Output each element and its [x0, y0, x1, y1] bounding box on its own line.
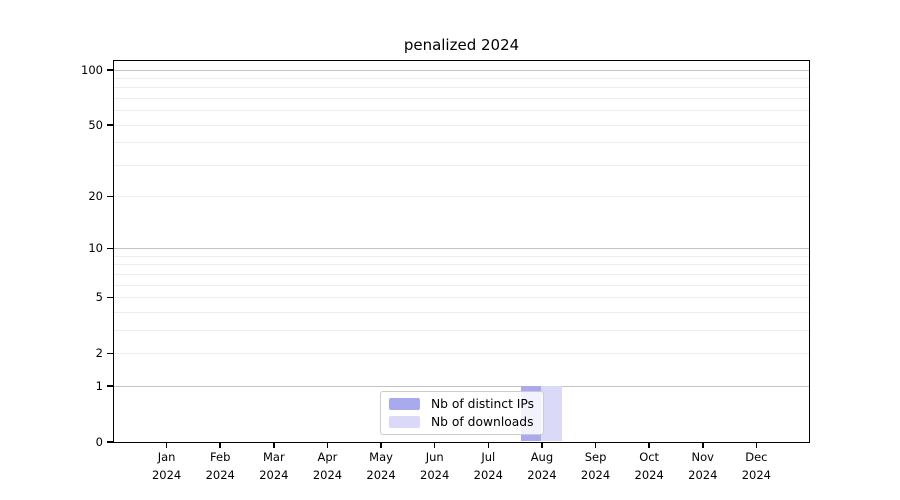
y-tick-mark: [107, 69, 113, 71]
x-tick-mark: [487, 443, 490, 448]
x-tick-label: Oct 2024: [634, 450, 664, 483]
y-minor-gridline: [114, 352, 809, 354]
y-minor-gridline: [114, 273, 809, 275]
y-tick-mark: [107, 385, 113, 387]
y-tick-label: 1: [95, 378, 103, 393]
legend-label-distinct-ips: Nb of distinct IPs: [430, 397, 535, 411]
x-tick-mark: [648, 443, 650, 448]
y-minor-gridline: [114, 264, 809, 266]
y-tick-label: 10: [88, 241, 103, 256]
x-tick-label: Jul 2024: [473, 450, 503, 483]
y-minor-gridline: [114, 311, 809, 313]
x-tick-mark: [219, 443, 221, 448]
y-tick-mark: [107, 352, 113, 355]
x-tick-label: Mar 2024: [259, 450, 289, 483]
legend: Nb of distinct IPs Nb of downloads: [379, 391, 545, 435]
x-tick-label: Feb 2024: [205, 450, 235, 483]
x-tick-label: Nov 2024: [688, 450, 718, 483]
y-minor-gridline: [114, 329, 809, 331]
x-tick-mark: [326, 443, 329, 448]
y-tick-label: 2: [95, 345, 103, 360]
x-tick-label: Jun 2024: [420, 450, 450, 483]
y-minor-gridline: [114, 164, 809, 166]
x-tick-mark: [165, 443, 168, 448]
x-tick-mark: [541, 443, 543, 448]
y-minor-gridline: [114, 297, 809, 299]
chart-title: penalized 2024: [403, 36, 520, 54]
x-tick-mark: [594, 443, 597, 448]
y-tick-mark: [107, 195, 113, 198]
x-tick-label: Sep 2024: [580, 450, 611, 483]
y-minor-gridline: [114, 142, 809, 144]
y-major-gridline: [114, 69, 809, 71]
y-tick-label: 50: [88, 117, 103, 132]
plot-area: [113, 60, 810, 443]
y-minor-gridline: [114, 87, 809, 89]
y-tick-label: 20: [88, 189, 103, 204]
legend-swatch-downloads-icon: [388, 416, 420, 428]
legend-label-downloads: Nb of downloads: [430, 415, 534, 429]
x-tick-mark: [702, 443, 704, 448]
y-minor-gridline: [114, 77, 809, 79]
legend-item-downloads: Nb of downloads: [388, 415, 534, 429]
x-tick-label: May 2024: [366, 450, 396, 483]
y-minor-gridline: [114, 110, 809, 112]
x-tick-mark: [273, 443, 275, 448]
y-minor-gridline: [114, 124, 809, 126]
x-tick-mark: [433, 443, 436, 448]
y-tick-label: 5: [95, 290, 103, 305]
x-tick-label: Dec 2024: [741, 450, 772, 483]
x-tick-label: Jan 2024: [151, 450, 182, 483]
legend-item-distinct-ips: Nb of distinct IPs: [388, 397, 535, 411]
y-tick-label: 0: [95, 434, 103, 449]
y-major-gridline: [114, 248, 809, 250]
x-tick-mark: [755, 443, 758, 448]
y-minor-gridline: [114, 97, 809, 99]
y-minor-gridline: [114, 196, 809, 198]
y-minor-gridline: [114, 284, 809, 286]
y-minor-gridline: [114, 255, 809, 257]
y-tick-label: 100: [81, 62, 103, 77]
y-tick-mark: [107, 247, 113, 250]
y-tick-mark: [107, 441, 113, 443]
y-tick-mark: [107, 296, 113, 299]
bar-downloads-aug: [541, 385, 562, 442]
y-major-gridline: [114, 385, 809, 387]
y-tick-mark: [107, 124, 113, 126]
x-tick-label: Apr 2024: [312, 450, 343, 483]
legend-swatch-distinct-ips-icon: [388, 398, 420, 410]
x-tick-label: Aug 2024: [527, 450, 557, 483]
x-tick-mark: [380, 443, 382, 448]
